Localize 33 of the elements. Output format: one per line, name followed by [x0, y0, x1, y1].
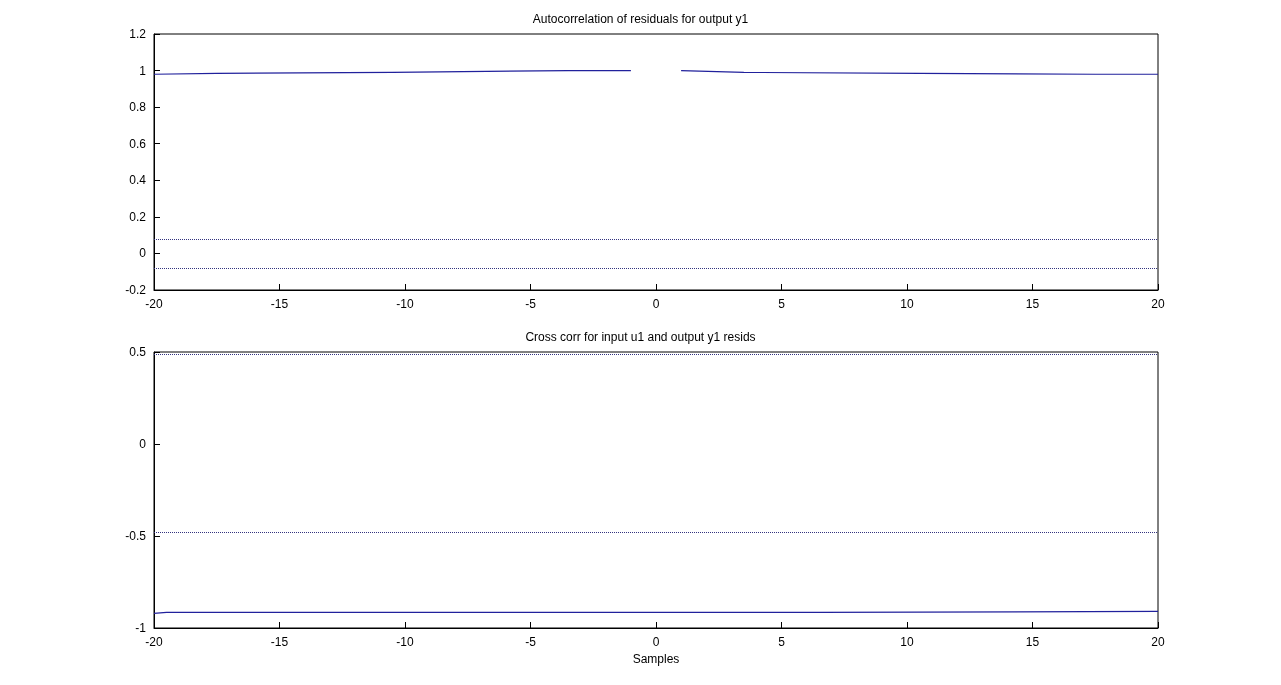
y-tick-label: 0.2	[129, 209, 147, 224]
chart-title: Cross corr for input u1 and output y1 resids	[525, 330, 756, 344]
x-tick-label: -20	[145, 297, 163, 311]
x-tick-label: 15	[1025, 297, 1040, 311]
chart-title: Autocorrelation of residuals for output y1	[532, 12, 749, 26]
y-tick-label: 0	[139, 437, 147, 451]
x-tick-label: 15	[1025, 635, 1040, 649]
x-tick-label: -10	[396, 297, 414, 311]
x-tick-label: 5	[778, 635, 786, 649]
x-tick-label: 5	[778, 297, 786, 311]
x-tick-label: -15	[270, 297, 289, 311]
x-tick-label: -10	[396, 635, 414, 649]
x-tick-label: 0	[652, 635, 660, 649]
x-tick-label: -20	[145, 635, 163, 649]
y-tick-label: -0.2	[125, 283, 147, 297]
x-tick-label: -15	[270, 635, 289, 649]
y-tick-label: 0.6	[129, 136, 147, 151]
y-tick-label: 0.4	[129, 173, 147, 188]
x-tick-label: -5	[525, 635, 537, 649]
y-tick-label: 1.2	[129, 27, 147, 41]
x-tick-label: 20	[1151, 635, 1165, 649]
y-tick-label: 0.8	[129, 100, 147, 115]
x-tick-label: 10	[900, 297, 914, 311]
y-tick-label: 1	[139, 63, 147, 78]
y-tick-label: 0	[139, 246, 147, 261]
x-axis-title: Samples	[632, 651, 680, 666]
y-tick-label: -0.5	[125, 529, 147, 543]
x-tick-label: -5	[525, 297, 537, 311]
x-tick-label: 0	[652, 297, 660, 311]
x-tick-label: 10	[900, 635, 914, 649]
y-tick-label: 0.5	[129, 345, 147, 359]
y-tick-label: -1	[135, 621, 147, 635]
x-tick-label: 20	[1151, 297, 1165, 311]
